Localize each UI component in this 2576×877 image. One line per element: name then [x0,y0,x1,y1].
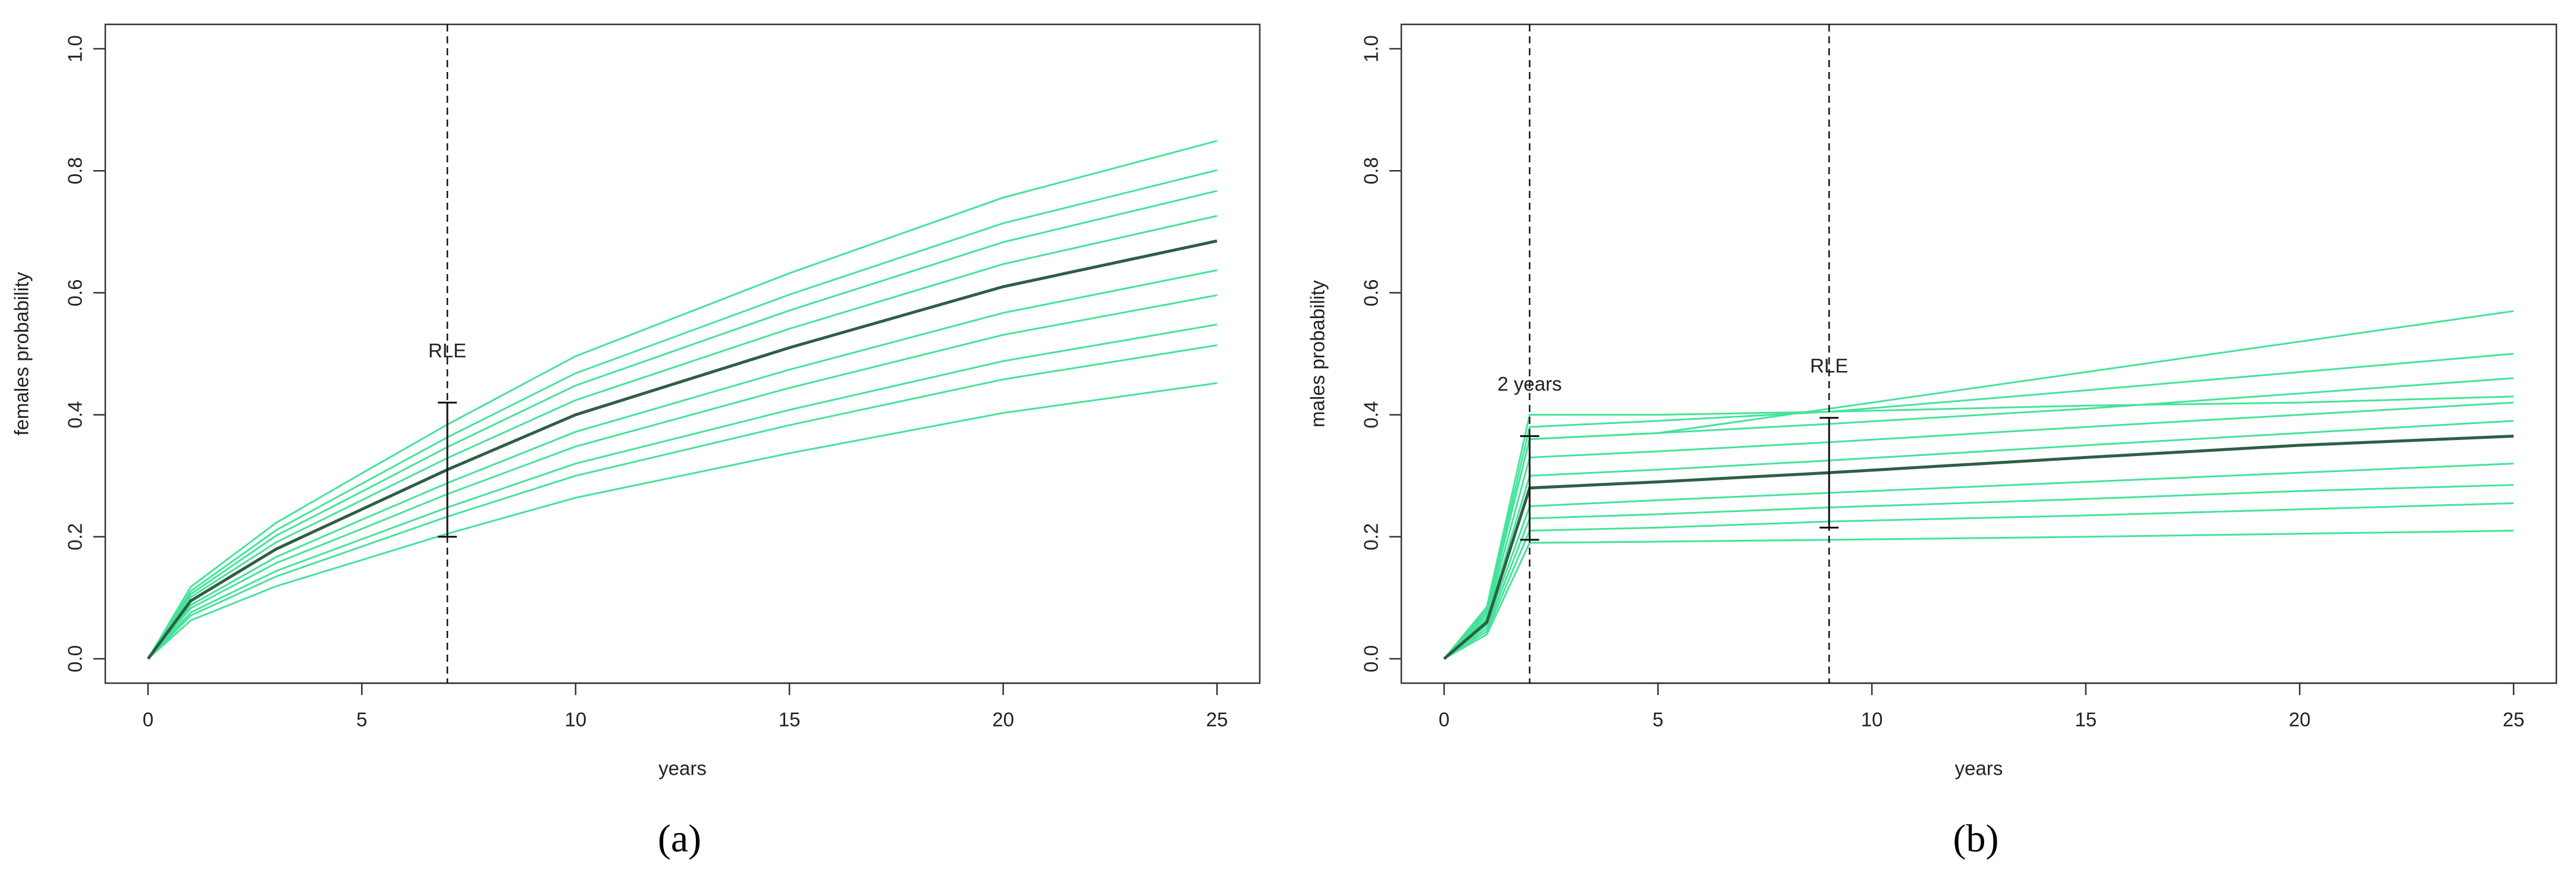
y-tick-label: 0.0 [1360,645,1382,672]
y-tick-label: 0.2 [1360,523,1382,551]
simulation-line [147,323,1218,659]
simulation-line [1443,420,2514,660]
y-tick-label: 1.0 [64,35,86,62]
simulation-line [147,169,1218,659]
x-tick-label: 5 [1652,709,1663,731]
y-axis-label: males probability [1307,280,1329,428]
panel-caption: (b) [1953,817,1999,860]
simulation-line [147,382,1218,660]
annotation: 2 years [1498,373,1562,395]
y-tick-label: 0.0 [64,645,86,672]
x-tick-label: 10 [564,709,586,731]
y-tick-label: 0.6 [64,279,86,306]
panel-caption: (a) [658,817,701,860]
y-tick-label: 0.4 [64,401,86,429]
y-tick-label: 0.2 [64,523,86,551]
x-tick-label: 25 [2503,709,2525,731]
simulation-line [1443,353,2514,659]
y-tick-label: 0.4 [1360,401,1382,429]
simulation-line [1443,401,2514,660]
simulation-line [1444,502,2514,660]
x-tick-label: 0 [143,709,153,731]
simulation-line [147,190,1218,659]
plot-frame [104,23,1261,684]
y-tick-label: 1.0 [1360,35,1382,62]
y-tick-label: 0.8 [1360,157,1382,184]
annotation: RLE [428,340,466,362]
simulation-line [1443,395,2514,659]
y-tick-label: 0.6 [1360,279,1382,306]
x-tick-label: 10 [1861,709,1883,731]
simulation-line [147,294,1218,659]
simulation-line [1444,484,2514,660]
y-axis-label: females probability [11,272,33,436]
simulation-line [147,344,1218,660]
x-tick-label: 15 [2075,709,2097,731]
x-axis-label: years [1955,757,2003,779]
annotation: RLE [1810,354,1848,376]
simulation-line [1444,463,2514,660]
x-tick-label: 20 [2289,709,2311,731]
x-tick-label: 20 [992,709,1014,731]
x-axis-label: years [658,757,707,779]
simulation-line [1444,530,2514,660]
mean-line [1443,435,2514,660]
simulation-line [1443,310,2514,659]
x-tick-label: 15 [779,709,801,731]
y-tick-label: 0.8 [64,157,86,184]
x-tick-label: 0 [1439,709,1449,731]
x-tick-label: 25 [1206,709,1228,731]
x-tick-label: 5 [356,709,367,731]
plot-frame [1400,23,2558,684]
simulation-line [147,269,1218,659]
